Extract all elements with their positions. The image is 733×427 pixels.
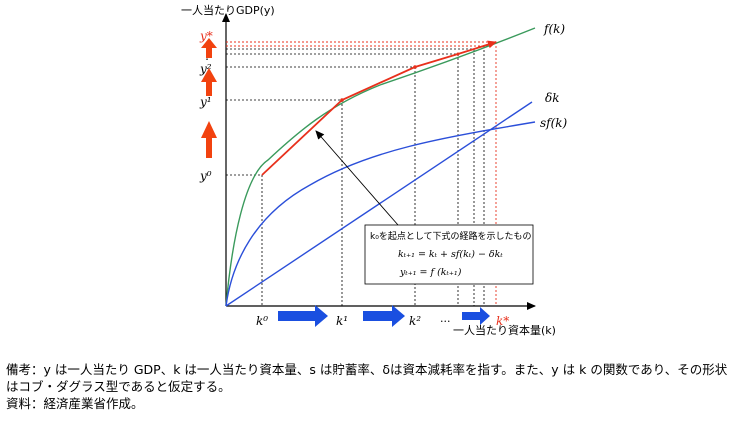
up-arrow-icon [201, 68, 217, 96]
up-arrow-icon [201, 38, 217, 58]
right-arrow-icon [363, 305, 405, 327]
annotation-eq2: yₜ₊₁ = f (kₜ₊₁) [399, 267, 462, 278]
annotation-line1: k₀を起点として下式の経路を示したもの [370, 230, 532, 242]
annotation-eq1: kₜ₊₁ = kₜ + sf(kₜ) − δkₜ [398, 249, 503, 260]
right-arrows [278, 305, 490, 327]
right-arrow-icon [462, 307, 490, 325]
notes: 備考：y は一人当たり GDP、k は一人当たり資本量、s は貯蓄率、δは資本減… [6, 361, 728, 412]
f-curve [225, 27, 536, 307]
x-tick-k2: k² [409, 314, 421, 328]
y-tick-y1: y¹ [199, 95, 212, 109]
x-tick-k1: k¹ [336, 314, 348, 328]
source-note: 資料：経済産業省作成。 [6, 396, 144, 411]
right-arrow-icon [278, 305, 328, 327]
f-curve-label: f(k) [543, 22, 565, 36]
up-arrow-icon [201, 121, 217, 158]
delta-line-label: δk [545, 91, 560, 105]
y-tick-y0: y⁰ [199, 169, 212, 183]
up-arrows [201, 38, 217, 158]
annotation-pointer [315, 130, 399, 226]
x-ellipsis: ··· [440, 315, 451, 328]
delta-k-line [225, 101, 533, 307]
path-points [340, 52, 460, 102]
sf-curve-label: sf(k) [540, 116, 568, 130]
capital-path [261, 40, 497, 176]
remark-note: 備考：y は一人当たり GDP、k は一人当たり資本量、s は貯蓄率、δは資本減… [6, 362, 728, 394]
x-tick-kstar: k* [496, 314, 509, 328]
annotation-box [364, 224, 534, 285]
solow-growth-diagram: 一人当たりGDP(y) 一人当たり資本量(k) f(k) δk sf(k) y⁰… [181, 3, 568, 337]
y-axis-label: 一人当たりGDP(y) [181, 3, 275, 17]
x-tick-k0: k⁰ [256, 314, 268, 328]
x-axis-label: 一人当たり資本量(k) [453, 323, 556, 337]
sf-curve [225, 121, 536, 307]
